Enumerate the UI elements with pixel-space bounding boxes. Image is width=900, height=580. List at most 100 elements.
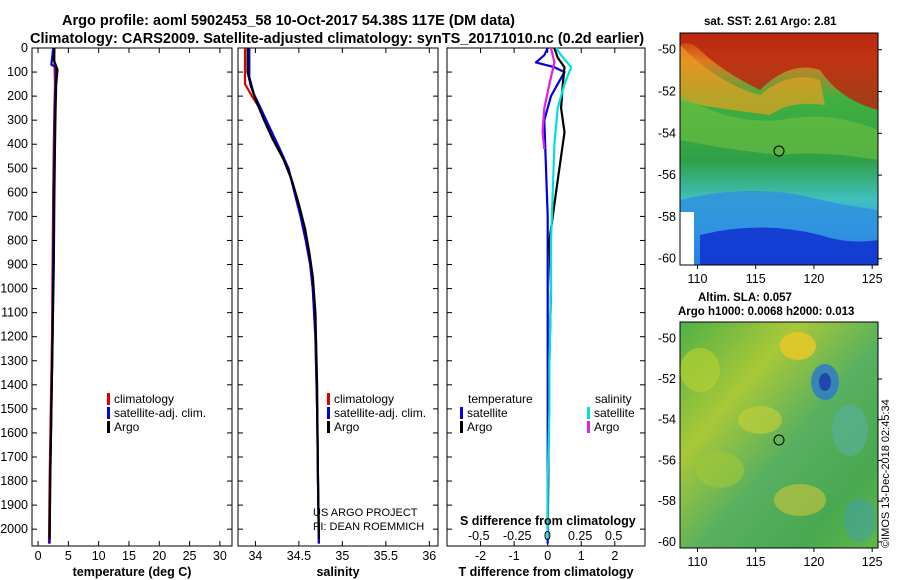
legend-swatch-t-argo [460,421,463,433]
x-tick-label: 1 [578,549,585,563]
x-axis-label: T difference from climatology [458,565,633,579]
sla-high-anomaly [696,452,744,488]
map-y-tick-label: -54 [658,413,676,427]
y-tick-label: 900 [7,258,28,272]
s-tick-label: 0.5 [605,529,622,543]
map-x-tick-label: 125 [862,272,883,286]
map-y-tick-label: -52 [658,372,676,386]
map-y-tick-label: -50 [658,331,676,345]
legend-swatch-s-argo [587,421,590,433]
sst-map-title: sat. SST: 2.61 Argo: 2.81 [704,16,837,28]
project-credit: US ARGO PROJECT [313,507,418,519]
sla-map-frame [679,321,879,549]
legend-title-temperature: temperature [468,392,533,406]
sla-low-core [819,373,831,391]
legend-label-satellite-adj: satellite-adj. clim. [114,406,206,420]
map-x-tick-label: 110 [688,272,708,286]
series-line-s_satellite [546,47,573,539]
sla-map-axes: 110 115 120 125 -50 -52 -54 -56 -58 -60 [658,331,883,569]
sla-low-anomaly [844,498,876,542]
y-tick-label: 1600 [0,426,28,440]
x-tick-label: 35.5 [374,549,398,563]
s-tick-label: 0.25 [568,529,592,543]
map-x-tick-label: 120 [804,272,825,286]
map-y-tick-label: -56 [658,453,676,467]
y-tick-label: 2000 [0,522,28,536]
map-x-tick-label: 115 [746,272,766,286]
s-difference-label: S difference from climatology [460,514,636,528]
y-tick-label: 800 [7,233,28,247]
legend-title-salinity: salinity [595,392,632,406]
series-line-climatology [243,48,320,544]
plot-frame [31,47,233,547]
y-tick-label: 1800 [0,474,28,488]
map-x-tick-label: 115 [746,555,766,569]
legend-swatch-satellite-adj [107,407,110,419]
legend-label-t-argo: Argo [467,420,493,434]
x-tick-label: 0 [544,549,551,563]
y-tick-label: 100 [7,65,28,79]
legend-swatch-argo [107,421,110,433]
x-tick-label: 25 [183,549,197,563]
plot-frame [446,47,646,547]
x-tick-label: 5 [65,549,72,563]
y-tick-label: 1400 [0,378,28,392]
x-tick-label: 34.5 [287,549,311,563]
sla-map-title-1: Altim. SLA: 0.057 [698,292,792,304]
map-y-tick-label: -52 [658,85,676,99]
imos-credit: ©IMOS 13-Dec-2018 02:45:34 [880,399,892,548]
x-tick-label: 10 [92,549,106,563]
sst-cold-core [700,227,878,265]
sst-front [680,45,825,115]
series-line-s_argo [541,47,556,150]
plot-frame [237,47,439,547]
salinity-panel: 34 34.5 35 35.5 36 salinity [237,47,439,579]
y-tick-label: 300 [7,113,28,127]
series-line-argo [246,48,320,539]
sla-high-anomaly [780,332,816,360]
figure-title-line2: Climatology: CARS2009. Satellite-adjuste… [30,31,644,47]
sla-map-title-2: Argo h1000: 0.0068 h2000: 0.013 [678,306,854,318]
legend-swatch-satellite-adj [327,407,330,419]
difference-legend: temperature satellite Argo salinity sate… [460,392,635,434]
temperature-panel: 0 5 10 15 20 25 300100200300400500600700800900… [0,41,233,579]
y-tick-label: 1300 [0,354,28,368]
difference-panel: -2 -1 0 1 2 T difference from climatology [446,47,646,579]
legend-label-climatology: climatology [114,392,174,406]
y-tick-label: 1500 [0,402,28,416]
x-tick-label: 2 [611,549,618,563]
series-line-argo [48,47,59,539]
pi-credit: PI: DEAN ROEMMICH [313,521,424,533]
map-x-tick-label: 120 [804,555,825,569]
sla-high-anomaly [680,348,720,392]
map-y-tick-label: -60 [658,535,676,549]
y-tick-label: 1100 [1,306,28,320]
s-tick-label: 0 [544,529,551,543]
legend-label-argo: Argo [334,420,360,434]
sla-argo-location-marker [773,434,785,446]
x-tick-label: -1 [509,549,520,563]
x-tick-label: 20 [152,549,166,563]
sst-missing-data [680,212,694,265]
map-x-tick-label: 125 [862,555,883,569]
y-tick-label: 200 [7,89,28,103]
legend-label-climatology: climatology [334,392,394,406]
map-y-tick-label: -58 [658,210,676,224]
y-tick-label: 400 [7,137,28,151]
sst-argo-location-marker [773,145,785,157]
legend-label-s-argo: Argo [594,420,620,434]
map-y-tick-label: -56 [658,168,676,182]
x-tick-label: 30 [213,549,227,563]
legend-swatch-climatology [327,393,330,405]
sst-map-frame [679,32,879,266]
x-tick-label: 34 [248,549,262,563]
map-y-tick-label: -54 [658,126,676,140]
map-x-tick-label: 110 [688,555,708,569]
sla-map [680,322,878,548]
x-tick-label: 15 [122,549,136,563]
sla-high-anomaly [774,484,826,516]
salinity-legend: climatology satellite-adj. clim. Argo [327,392,426,434]
legend-label-t-satellite: satellite [467,406,508,420]
y-tick-label: 500 [7,161,28,175]
